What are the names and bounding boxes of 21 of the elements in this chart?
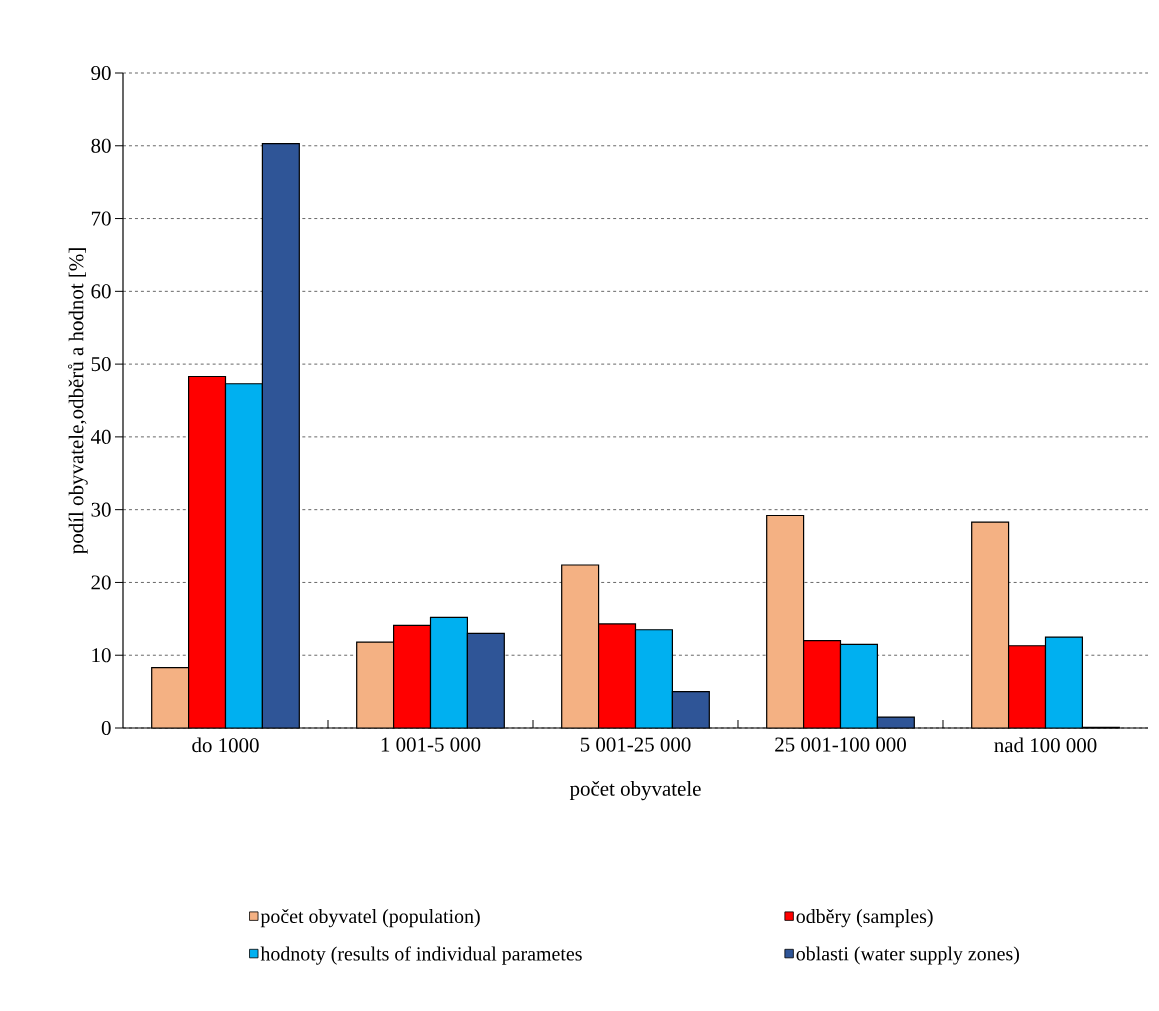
y-tick-label: 20 xyxy=(91,575,111,590)
y-tick-label: 0 xyxy=(101,720,111,736)
x-tick-label: 1 001-5 000 xyxy=(381,737,481,752)
legend-label: oblasti (water supply zones) xyxy=(796,946,1019,965)
x-axis-title: počet obyvatele xyxy=(569,781,701,801)
x-tick-label: 5 001-25 000 xyxy=(580,737,691,752)
x-tick-label: nad 100 000 xyxy=(994,737,1097,753)
legend-label: počet obyvatel (population) xyxy=(260,909,480,928)
legend-label: hodnoty (results of individual parametes xyxy=(260,946,582,965)
x-tick-label: 25 001-100 000 xyxy=(775,737,906,752)
y-tick-label: 80 xyxy=(91,138,111,153)
y-axis-title: podíl obyvatele,odběrů a hodnot [%] xyxy=(68,248,88,554)
y-tick-label: 10 xyxy=(92,648,111,663)
y-tick-label: 50 xyxy=(91,357,111,372)
x-tick-label: do 1000 xyxy=(192,737,259,753)
legend-label: odběry (samples) xyxy=(796,909,933,928)
y-tick-label: 30 xyxy=(91,502,111,517)
y-tick-label: 60 xyxy=(91,284,111,299)
y-tick-label: 40 xyxy=(90,429,111,444)
y-tick-label: 90 xyxy=(91,65,111,81)
y-tick-label: 70 xyxy=(91,211,111,226)
